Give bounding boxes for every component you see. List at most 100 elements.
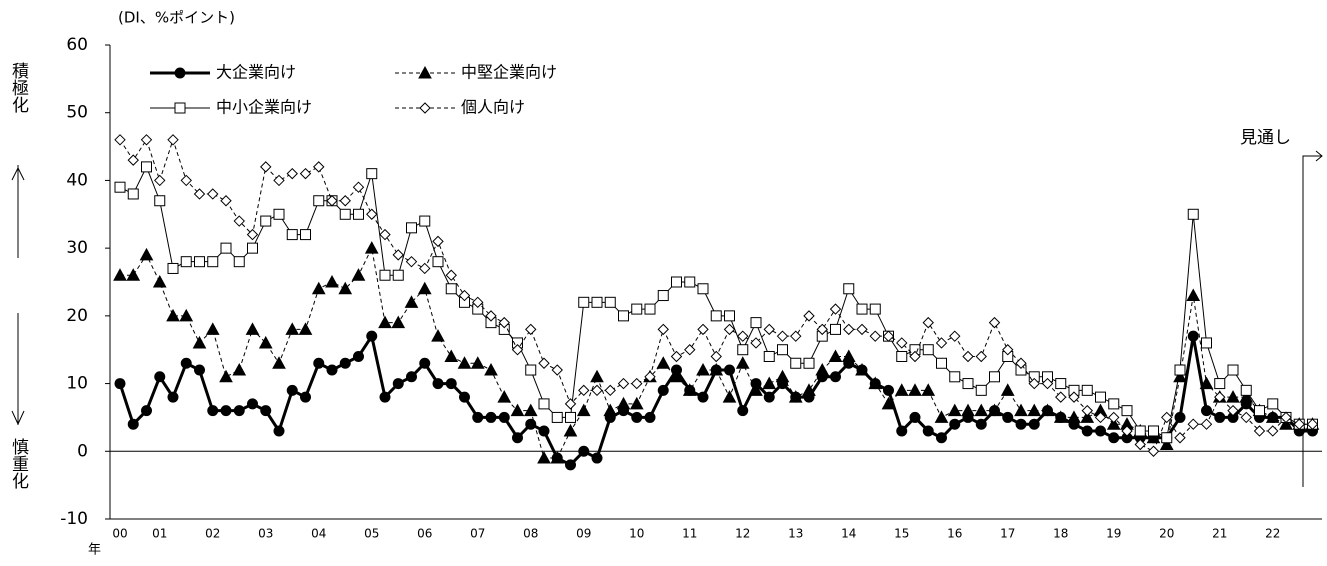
point — [949, 418, 961, 430]
point — [126, 268, 141, 281]
point — [391, 315, 406, 329]
point — [1094, 411, 1107, 424]
point — [697, 391, 709, 403]
point — [364, 241, 379, 254]
point — [140, 134, 153, 146]
point — [564, 398, 577, 410]
point — [1041, 377, 1054, 390]
legend-marker — [419, 102, 431, 114]
point — [432, 235, 444, 248]
point — [962, 378, 974, 390]
point — [139, 247, 154, 261]
point — [657, 290, 669, 302]
point — [591, 296, 603, 308]
point — [366, 330, 378, 342]
x-tick-label: 12 — [735, 527, 750, 541]
point — [525, 364, 537, 376]
x-tick-label: 18 — [1053, 527, 1068, 541]
point — [326, 364, 338, 376]
point — [616, 396, 631, 410]
point — [578, 296, 590, 308]
point — [525, 323, 537, 336]
point — [1201, 405, 1212, 417]
point — [485, 411, 497, 423]
point — [868, 376, 883, 390]
point — [152, 274, 167, 288]
x-tick-label: 11 — [682, 527, 697, 541]
point — [1081, 425, 1093, 437]
point — [578, 445, 590, 457]
legend-marker — [418, 65, 432, 79]
point — [882, 330, 895, 342]
point — [644, 371, 656, 383]
point — [300, 229, 311, 241]
point — [551, 364, 563, 376]
point — [392, 269, 404, 281]
point — [313, 161, 325, 173]
point — [406, 371, 417, 383]
point — [207, 256, 219, 268]
point — [762, 376, 777, 390]
point — [936, 357, 947, 369]
point — [326, 195, 338, 207]
point — [392, 378, 404, 390]
point — [802, 383, 816, 396]
point — [233, 215, 245, 227]
up-arrow — [11, 165, 25, 258]
point — [883, 384, 894, 396]
point — [167, 134, 179, 146]
point — [710, 350, 722, 363]
point — [497, 390, 512, 403]
point — [353, 350, 364, 362]
point — [166, 308, 180, 322]
down-label: 慎重化 — [8, 438, 29, 489]
point — [1293, 418, 1305, 430]
point — [656, 356, 671, 369]
point — [565, 411, 576, 423]
point — [127, 418, 139, 430]
x-tick-label: 10 — [629, 527, 644, 541]
point — [604, 296, 616, 308]
point — [1055, 378, 1067, 390]
point — [1214, 378, 1226, 390]
point — [498, 411, 510, 423]
point — [988, 316, 1001, 329]
point — [1227, 404, 1239, 417]
point — [445, 378, 457, 390]
x-tick-label: 02 — [205, 527, 220, 541]
point — [908, 383, 922, 396]
point — [790, 330, 802, 342]
x-tick-label: 16 — [947, 527, 962, 541]
point — [1201, 337, 1212, 349]
series-line — [119, 165, 1313, 439]
point — [1108, 411, 1120, 424]
point — [975, 350, 987, 363]
point — [406, 222, 417, 234]
point — [922, 425, 934, 437]
point — [949, 330, 961, 342]
point — [472, 411, 484, 423]
point — [538, 357, 550, 369]
point — [180, 357, 192, 369]
point — [1015, 357, 1027, 369]
x-tick-label: 15 — [894, 527, 909, 541]
point — [338, 281, 353, 295]
point — [763, 350, 775, 362]
outlook-marker — [1302, 150, 1323, 487]
point — [855, 362, 869, 376]
point — [1068, 391, 1080, 403]
point — [790, 357, 802, 369]
point — [737, 405, 749, 417]
point — [657, 323, 669, 336]
point — [735, 356, 750, 369]
point — [1240, 384, 1252, 396]
point — [1267, 398, 1279, 410]
down-arrow — [11, 313, 25, 426]
point — [300, 391, 311, 403]
point — [1027, 403, 1042, 417]
point — [325, 274, 339, 288]
point — [1095, 425, 1106, 437]
point — [856, 323, 868, 336]
point — [247, 242, 258, 254]
point — [788, 390, 803, 403]
